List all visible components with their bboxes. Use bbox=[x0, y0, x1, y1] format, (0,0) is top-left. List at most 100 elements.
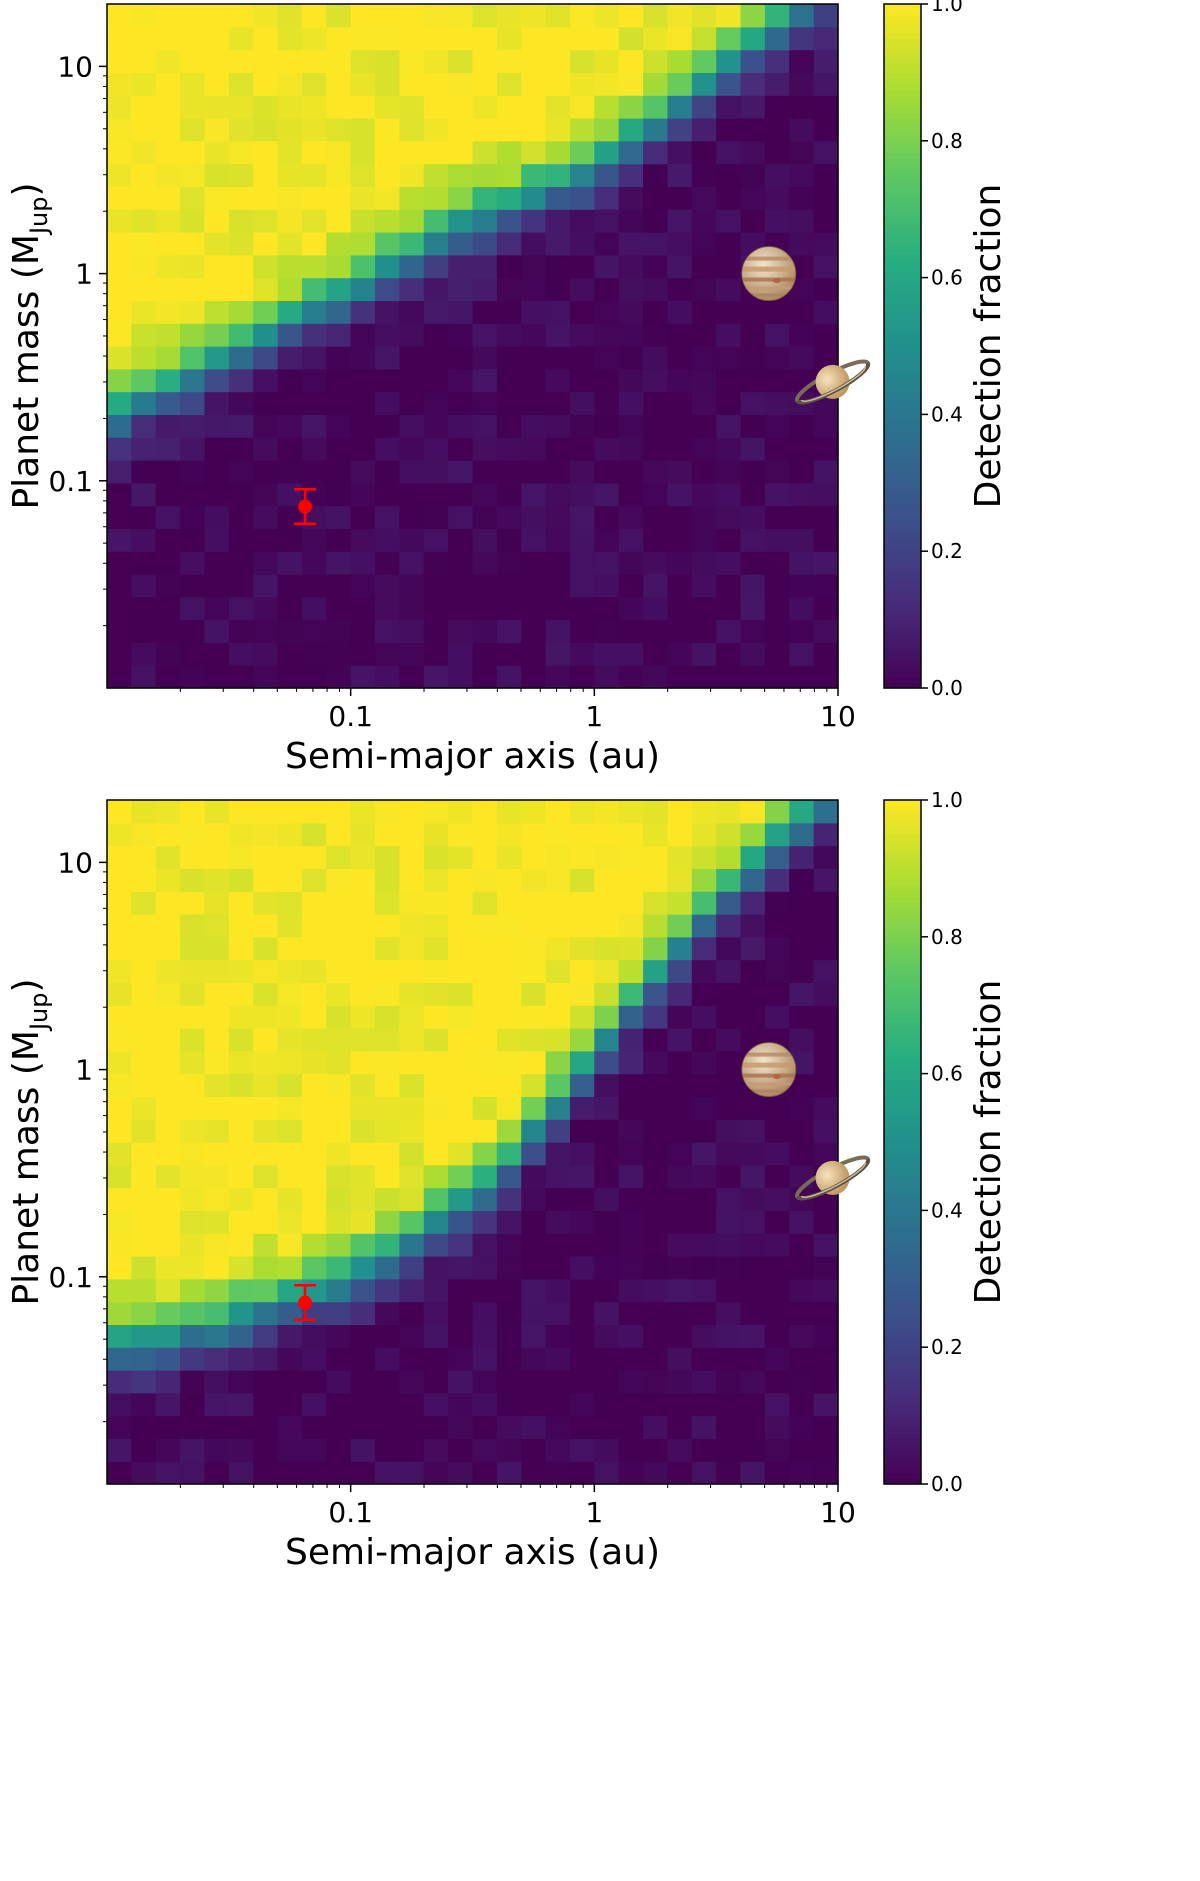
heatmap-cell bbox=[399, 437, 425, 461]
heatmap-cell bbox=[594, 1164, 620, 1189]
heatmap-cell bbox=[350, 209, 376, 233]
heatmap-cell bbox=[789, 460, 815, 484]
heatmap-cell bbox=[326, 163, 352, 187]
heatmap-cell bbox=[107, 1347, 132, 1371]
colorbar-tick-label: 1.0 bbox=[931, 788, 963, 812]
colorbar-tick-label: 1.0 bbox=[931, 0, 963, 16]
heatmap-cell bbox=[789, 368, 815, 393]
heatmap-cell bbox=[180, 1347, 206, 1371]
heatmap-cell bbox=[691, 414, 717, 438]
heatmap-cell bbox=[350, 868, 376, 892]
heatmap-cell bbox=[277, 437, 303, 461]
heatmap-cell bbox=[813, 437, 839, 461]
heatmap-cell bbox=[716, 1256, 742, 1280]
heatmap-cell bbox=[789, 72, 815, 96]
heatmap-cell bbox=[643, 232, 669, 256]
colorbar-segment bbox=[884, 232, 921, 239]
heatmap-cell bbox=[350, 596, 376, 621]
heatmap-cell bbox=[472, 368, 498, 393]
heatmap-cell bbox=[716, 551, 742, 575]
heatmap-cell bbox=[521, 1050, 547, 1075]
heatmap-cell bbox=[180, 163, 206, 187]
heatmap-cell bbox=[350, 1119, 376, 1143]
heatmap-cell bbox=[813, 482, 839, 507]
heatmap-cell bbox=[301, 254, 327, 279]
heatmap-cell bbox=[180, 346, 206, 370]
colorbar-segment bbox=[884, 214, 921, 222]
heatmap-cell bbox=[740, 891, 766, 915]
heatmap-cell bbox=[521, 1278, 547, 1303]
heatmap-cell bbox=[618, 982, 644, 1006]
heatmap-cell bbox=[228, 391, 254, 415]
heatmap-cell bbox=[253, 1461, 279, 1485]
heatmap-cell bbox=[764, 1438, 790, 1462]
heatmap-cell bbox=[399, 1370, 425, 1394]
heatmap-cell bbox=[375, 1415, 400, 1439]
colorbar-segment bbox=[884, 317, 921, 324]
heatmap-cell bbox=[180, 460, 206, 484]
heatmap-cell bbox=[594, 4, 620, 28]
heatmap-cell bbox=[155, 1142, 181, 1166]
heatmap-cell bbox=[423, 1142, 449, 1166]
heatmap-cell bbox=[643, 95, 669, 119]
colorbar-segment bbox=[884, 896, 921, 904]
heatmap-cell bbox=[496, 1278, 522, 1303]
heatmap-cell bbox=[375, 1164, 400, 1189]
heatmap-cell bbox=[155, 368, 181, 393]
heatmap-cell bbox=[131, 1278, 157, 1303]
heatmap-cell bbox=[594, 914, 620, 938]
colorbar-segment bbox=[884, 1124, 921, 1132]
heatmap-cell bbox=[131, 642, 157, 666]
colorbar-segment bbox=[884, 851, 921, 858]
colorbar-segment bbox=[884, 1096, 921, 1103]
heatmap-cell bbox=[643, 1438, 669, 1462]
heatmap-cell bbox=[326, 505, 352, 529]
heatmap-cell bbox=[277, 1347, 303, 1371]
heatmap-cell bbox=[813, 460, 839, 484]
heatmap-cell bbox=[423, 1301, 449, 1325]
heatmap-cell bbox=[326, 1164, 352, 1189]
colorbar-segment bbox=[884, 1062, 921, 1069]
heatmap-cell bbox=[253, 460, 279, 484]
heatmap-cell bbox=[448, 346, 474, 370]
heatmap-cell bbox=[594, 140, 620, 165]
heatmap-cell bbox=[618, 1324, 644, 1348]
heatmap-cell bbox=[131, 209, 157, 233]
heatmap-cell bbox=[740, 414, 766, 438]
heatmap-cell bbox=[180, 26, 206, 51]
heatmap-cell bbox=[789, 982, 815, 1006]
heatmap-cell bbox=[764, 845, 790, 869]
heatmap-cell bbox=[253, 95, 279, 119]
heatmap-cell bbox=[618, 232, 644, 256]
heatmap-cell bbox=[228, 1096, 254, 1120]
heatmap-cell bbox=[375, 665, 400, 689]
heatmap-cell bbox=[496, 163, 522, 187]
heatmap-cell bbox=[472, 1301, 498, 1325]
colorbar-segment bbox=[884, 1398, 921, 1405]
heatmap-cell bbox=[375, 551, 400, 575]
heatmap-cell bbox=[813, 1438, 839, 1462]
heatmap-cell bbox=[350, 368, 376, 393]
heatmap-cell bbox=[618, 209, 644, 233]
heatmap-cell bbox=[375, 845, 400, 869]
heatmap-cell bbox=[423, 551, 449, 575]
heatmap-cell bbox=[180, 254, 206, 279]
heatmap-cell bbox=[155, 528, 181, 552]
colorbar-segment bbox=[884, 1227, 921, 1234]
colorbar-segment bbox=[884, 822, 921, 830]
heatmap-cell bbox=[399, 959, 425, 983]
heatmap-cell bbox=[472, 665, 498, 689]
heatmap-cell bbox=[277, 49, 303, 73]
heatmap-cell bbox=[813, 323, 839, 347]
heatmap-cell bbox=[350, 1392, 376, 1417]
heatmap-cell bbox=[350, 1461, 376, 1485]
heatmap-cell bbox=[107, 1096, 132, 1120]
heatmap-cell bbox=[740, 26, 766, 51]
heatmap-cell bbox=[618, 574, 644, 598]
heatmap-cell bbox=[569, 1438, 595, 1462]
heatmap-cell bbox=[716, 1187, 742, 1211]
heatmap-cell bbox=[716, 642, 742, 666]
heatmap-cell bbox=[521, 232, 547, 256]
heatmap-cell bbox=[667, 1324, 693, 1348]
heatmap-cell bbox=[399, 936, 425, 961]
